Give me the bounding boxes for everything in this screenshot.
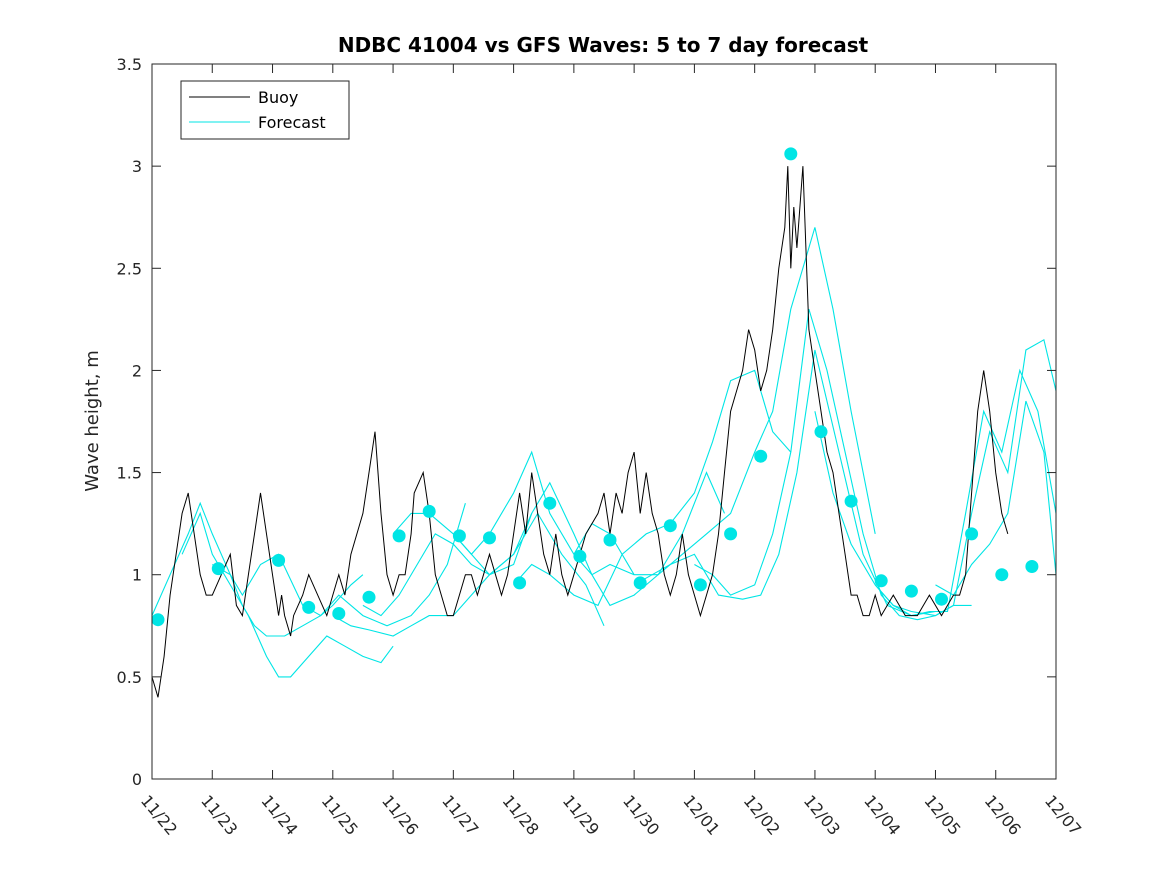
forecast-point-10: [513, 576, 527, 590]
forecast-point-16: [693, 578, 707, 592]
forecast-line-11: [814, 368, 1057, 617]
forecast-line-12: [874, 338, 1057, 617]
forecast-point-17: [724, 527, 738, 541]
forecast-point-23: [904, 584, 918, 598]
forecast-point-12: [573, 549, 587, 563]
plot-frame: [151, 63, 1057, 780]
forecast-line-13: [935, 400, 1057, 596]
forecast-point-20: [814, 425, 828, 439]
y-tick-label: 0.5: [117, 668, 142, 687]
y-tick-label: 0: [132, 770, 142, 789]
forecast-point-7: [422, 504, 436, 518]
forecast-point-9: [483, 531, 496, 545]
y-axis-label: Wave height, m: [82, 350, 103, 491]
legend-forecast-label: Forecast: [258, 113, 326, 132]
forecast-point-22: [874, 574, 888, 588]
y-axis: 0 0.5 1 1.5 2 2.5 3 3.5: [117, 55, 1056, 789]
y-tick-label: 1: [132, 566, 142, 585]
buoy-line: [151, 166, 1009, 698]
legend: Buoy Forecast: [180, 80, 350, 140]
legend-box: [180, 80, 350, 140]
forecast-point-27: [1025, 560, 1039, 573]
forecast-point-6: [392, 529, 406, 543]
forecast-point-8: [452, 529, 466, 543]
forecast-point-15: [663, 519, 677, 533]
forecast-point-1: [211, 562, 225, 576]
forecast-point-26: [995, 568, 1009, 582]
y-tick-label: 2.5: [117, 259, 142, 278]
forecast-line-4: [362, 512, 605, 627]
forecast-point-2: [272, 553, 286, 567]
forecast-line-8: [573, 227, 876, 576]
forecast-line-10: [694, 308, 972, 621]
y-tick-label: 1.5: [117, 464, 142, 483]
forecast-point-14: [633, 576, 647, 590]
forecast-point-19: [784, 147, 798, 161]
y-tick-label: 2: [132, 361, 142, 380]
y-tick-label: 3: [132, 157, 142, 176]
y-tick-label: 3.5: [117, 55, 142, 74]
buoy-series: [151, 166, 1009, 698]
forecast-point-5: [362, 590, 376, 604]
chart-title: NDBC 41004 vs GFS Waves: 5 to 7 day fore…: [338, 33, 869, 57]
forecast-points: [151, 147, 1039, 627]
forecast-point-24: [935, 592, 948, 606]
forecast-point-3: [302, 600, 316, 614]
forecast-line-1: [181, 511, 394, 678]
forecast-point-13: [603, 533, 617, 547]
forecast-line-7: [513, 369, 792, 607]
forecast-point-4: [332, 607, 346, 620]
plot-area: [152, 64, 1056, 779]
forecast-point-18: [754, 449, 768, 463]
forecast-point-0: [151, 613, 165, 627]
forecast-point-25: [965, 527, 979, 541]
forecast-point-21: [844, 494, 858, 508]
legend-buoy-label: Buoy: [258, 88, 298, 107]
forecast-point-11: [543, 496, 557, 510]
